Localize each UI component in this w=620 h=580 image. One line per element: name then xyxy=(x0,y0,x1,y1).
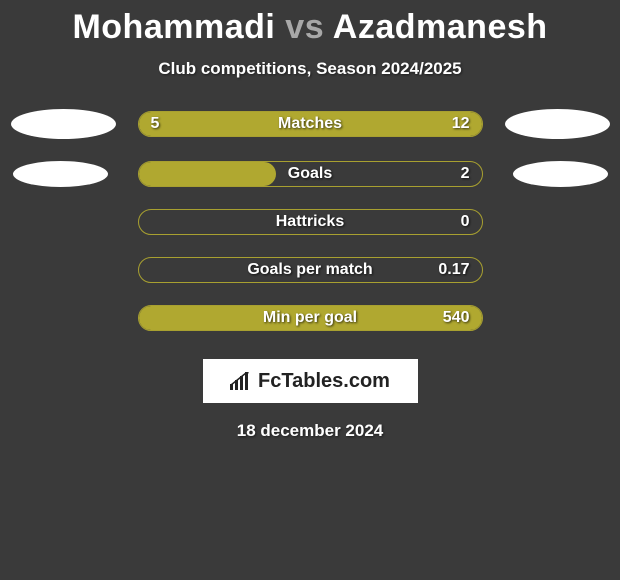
stat-value-right: 12 xyxy=(452,112,470,136)
stat-bar: Min per goal540 xyxy=(138,305,483,331)
title-player1: Mohammadi xyxy=(72,8,275,46)
stat-bar: Hattricks0 xyxy=(138,209,483,235)
logo-label: FcTables.com xyxy=(258,370,390,393)
comparison-infographic: Mohammadi vs Azadmanesh Club competition… xyxy=(0,0,620,580)
title-vs: vs xyxy=(285,8,324,46)
comparison-row: Goals2 xyxy=(0,161,620,187)
player2-badge xyxy=(513,161,608,187)
subtitle: Club competitions, Season 2024/2025 xyxy=(158,59,461,79)
stat-label: Matches xyxy=(139,112,482,136)
stat-bar: 5Matches12 xyxy=(138,111,483,137)
stat-bar: Goals2 xyxy=(138,161,483,187)
comparison-chart: 5Matches12 Goals2 Hattricks0 Goals per matc… xyxy=(0,109,620,353)
logo: FcTables.com xyxy=(230,370,390,393)
date-text: 18 december 2024 xyxy=(237,421,384,441)
player1-badge xyxy=(13,161,108,187)
comparison-row: 5Matches12 xyxy=(0,109,620,139)
comparison-row: Goals per match0.17 xyxy=(0,257,620,283)
stat-bar: Goals per match0.17 xyxy=(138,257,483,283)
comparison-row: Min per goal540 xyxy=(0,305,620,331)
stat-label: Hattricks xyxy=(139,210,482,234)
player2-badge xyxy=(505,109,610,139)
stat-label: Min per goal xyxy=(139,306,482,330)
page-title: Mohammadi vs Azadmanesh xyxy=(72,8,547,47)
chart-icon xyxy=(230,372,252,390)
stat-value-right: 0 xyxy=(461,210,470,234)
stat-value-right: 0.17 xyxy=(438,258,469,282)
title-player2: Azadmanesh xyxy=(333,8,548,46)
comparison-row: Hattricks0 xyxy=(0,209,620,235)
stat-value-right: 540 xyxy=(443,306,470,330)
stat-label: Goals xyxy=(139,162,482,186)
player1-badge xyxy=(11,109,116,139)
logo-box: FcTables.com xyxy=(203,359,418,403)
stat-value-right: 2 xyxy=(461,162,470,186)
stat-label: Goals per match xyxy=(139,258,482,282)
